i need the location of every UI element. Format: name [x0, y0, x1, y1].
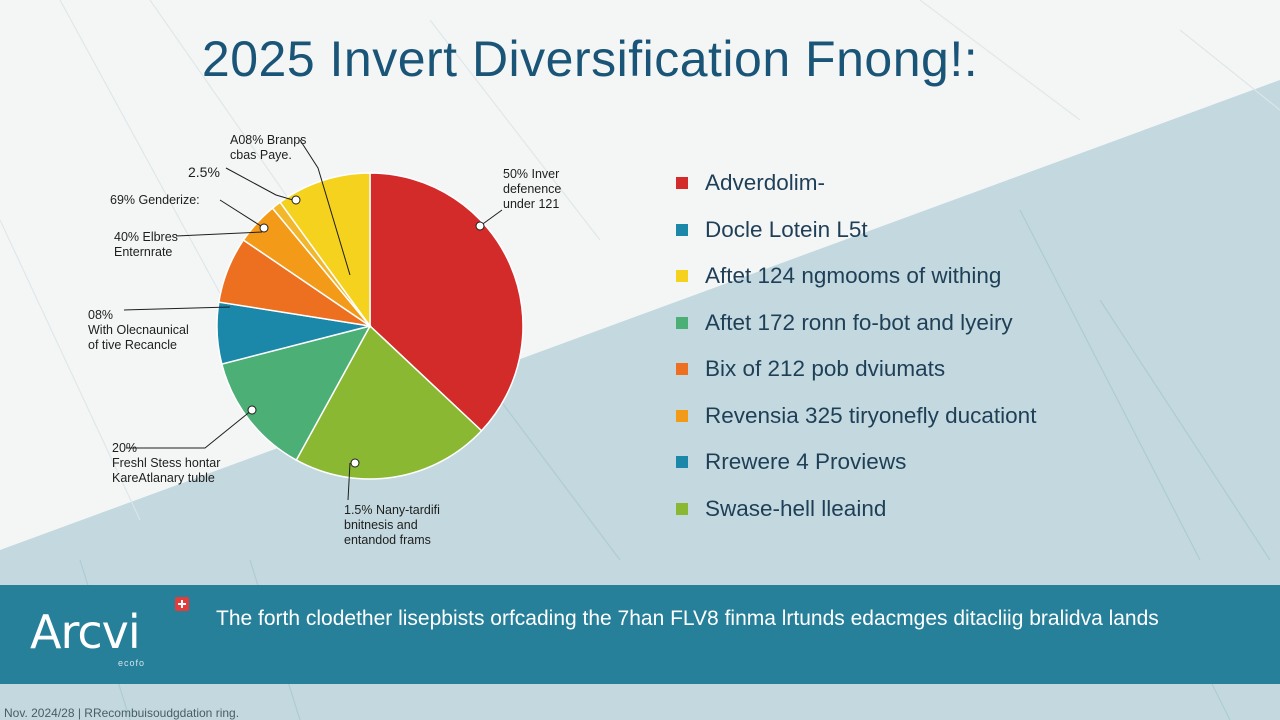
legend-item: Bix of 212 pob dviumats [676, 346, 1036, 393]
legend-item: Aftet 172 ronn fo-bot and lyeiry [676, 300, 1036, 347]
legend-swatch [676, 502, 688, 515]
legend-swatch [676, 316, 688, 329]
legend-item: Revensia 325 tiryonefly ducationt [676, 393, 1036, 440]
callout-label: 69% Genderize: [110, 193, 200, 207]
legend-swatch [676, 456, 688, 469]
callout-label: A08% Branps cbas Paye. [230, 133, 307, 162]
legend-label: Revensia 325 tiryonefly ducationt [705, 402, 1037, 428]
legend-label: Aftet 172 ronn fo-bot and lyeiry [705, 309, 1013, 335]
pie-slice [220, 324, 372, 462]
legend-item: Rrewere 4 Proviews [676, 439, 1036, 486]
callout-leader-line [123, 306, 231, 311]
brand-logo-subtitle: ecofo [118, 658, 146, 668]
brand-logo: Arcvi [30, 605, 141, 659]
legend: Adverdolim- Docle Lotein L5t Aftet 124 n… [676, 160, 1036, 532]
callout-marker [247, 405, 257, 415]
banner-text: The forth clodether lisepbists orfcading… [216, 607, 1159, 630]
pie-slice [295, 324, 483, 480]
pie-slice [279, 172, 371, 329]
legend-swatch [676, 363, 688, 376]
pie-slice [369, 172, 524, 432]
callout-marker [291, 195, 301, 205]
callout-leader-line [225, 167, 294, 201]
callout-label: 1.5% Nany-tardifi bnitnesis and entandod… [344, 503, 440, 547]
legend-label: Adverdolim- [705, 170, 826, 196]
bottom-banner [0, 585, 1280, 684]
legend-label: Aftet 124 ngmooms of withing [705, 263, 1002, 289]
legend-item: Adverdolim- [676, 160, 1036, 207]
callout-label: 20% Freshl Stess hontar KareAtlanary tub… [112, 441, 221, 485]
legend-label: Docle Lotein L5t [705, 216, 868, 242]
legend-swatch [676, 223, 688, 236]
medical-cross-icon [175, 597, 189, 611]
legend-swatch [676, 409, 688, 422]
legend-item: Docle Lotein L5t [676, 207, 1036, 254]
legend-label: Swase-hell lleaind [705, 495, 887, 521]
chart-title: 2025 Invert Diversification Fnong!: [201, 31, 979, 87]
callout-label: 50% Inver defenence under 121 [503, 167, 562, 211]
callout-leader-line [479, 209, 503, 227]
callout-label: 40% Elbres Enternrate [114, 230, 178, 259]
legend-label: Rrewere 4 Proviews [705, 449, 907, 475]
legend-item: Swase-hell lleaind [676, 486, 1036, 533]
legend-label: Bix of 212 pob dviumats [705, 356, 946, 382]
legend-swatch [676, 177, 688, 190]
footer-caption: Nov. 2024/28 | RRecombuisoudgdation ring… [4, 706, 240, 720]
callout-marker [350, 458, 360, 468]
legend-item: Aftet 124 ngmooms of withing [676, 253, 1036, 300]
callout-label: 2.5% [188, 164, 220, 180]
callout-marker [259, 223, 269, 233]
callout-label: 08% With Olecnaunical of tive Recancle [88, 308, 189, 352]
callout-leader-line [347, 462, 351, 501]
callout-leader-line [299, 139, 351, 276]
callout-marker [475, 221, 485, 231]
callout-leader-line [219, 199, 265, 229]
legend-swatch [676, 270, 688, 283]
callout-leader-line [175, 231, 263, 237]
callout-leader-line [126, 409, 253, 449]
